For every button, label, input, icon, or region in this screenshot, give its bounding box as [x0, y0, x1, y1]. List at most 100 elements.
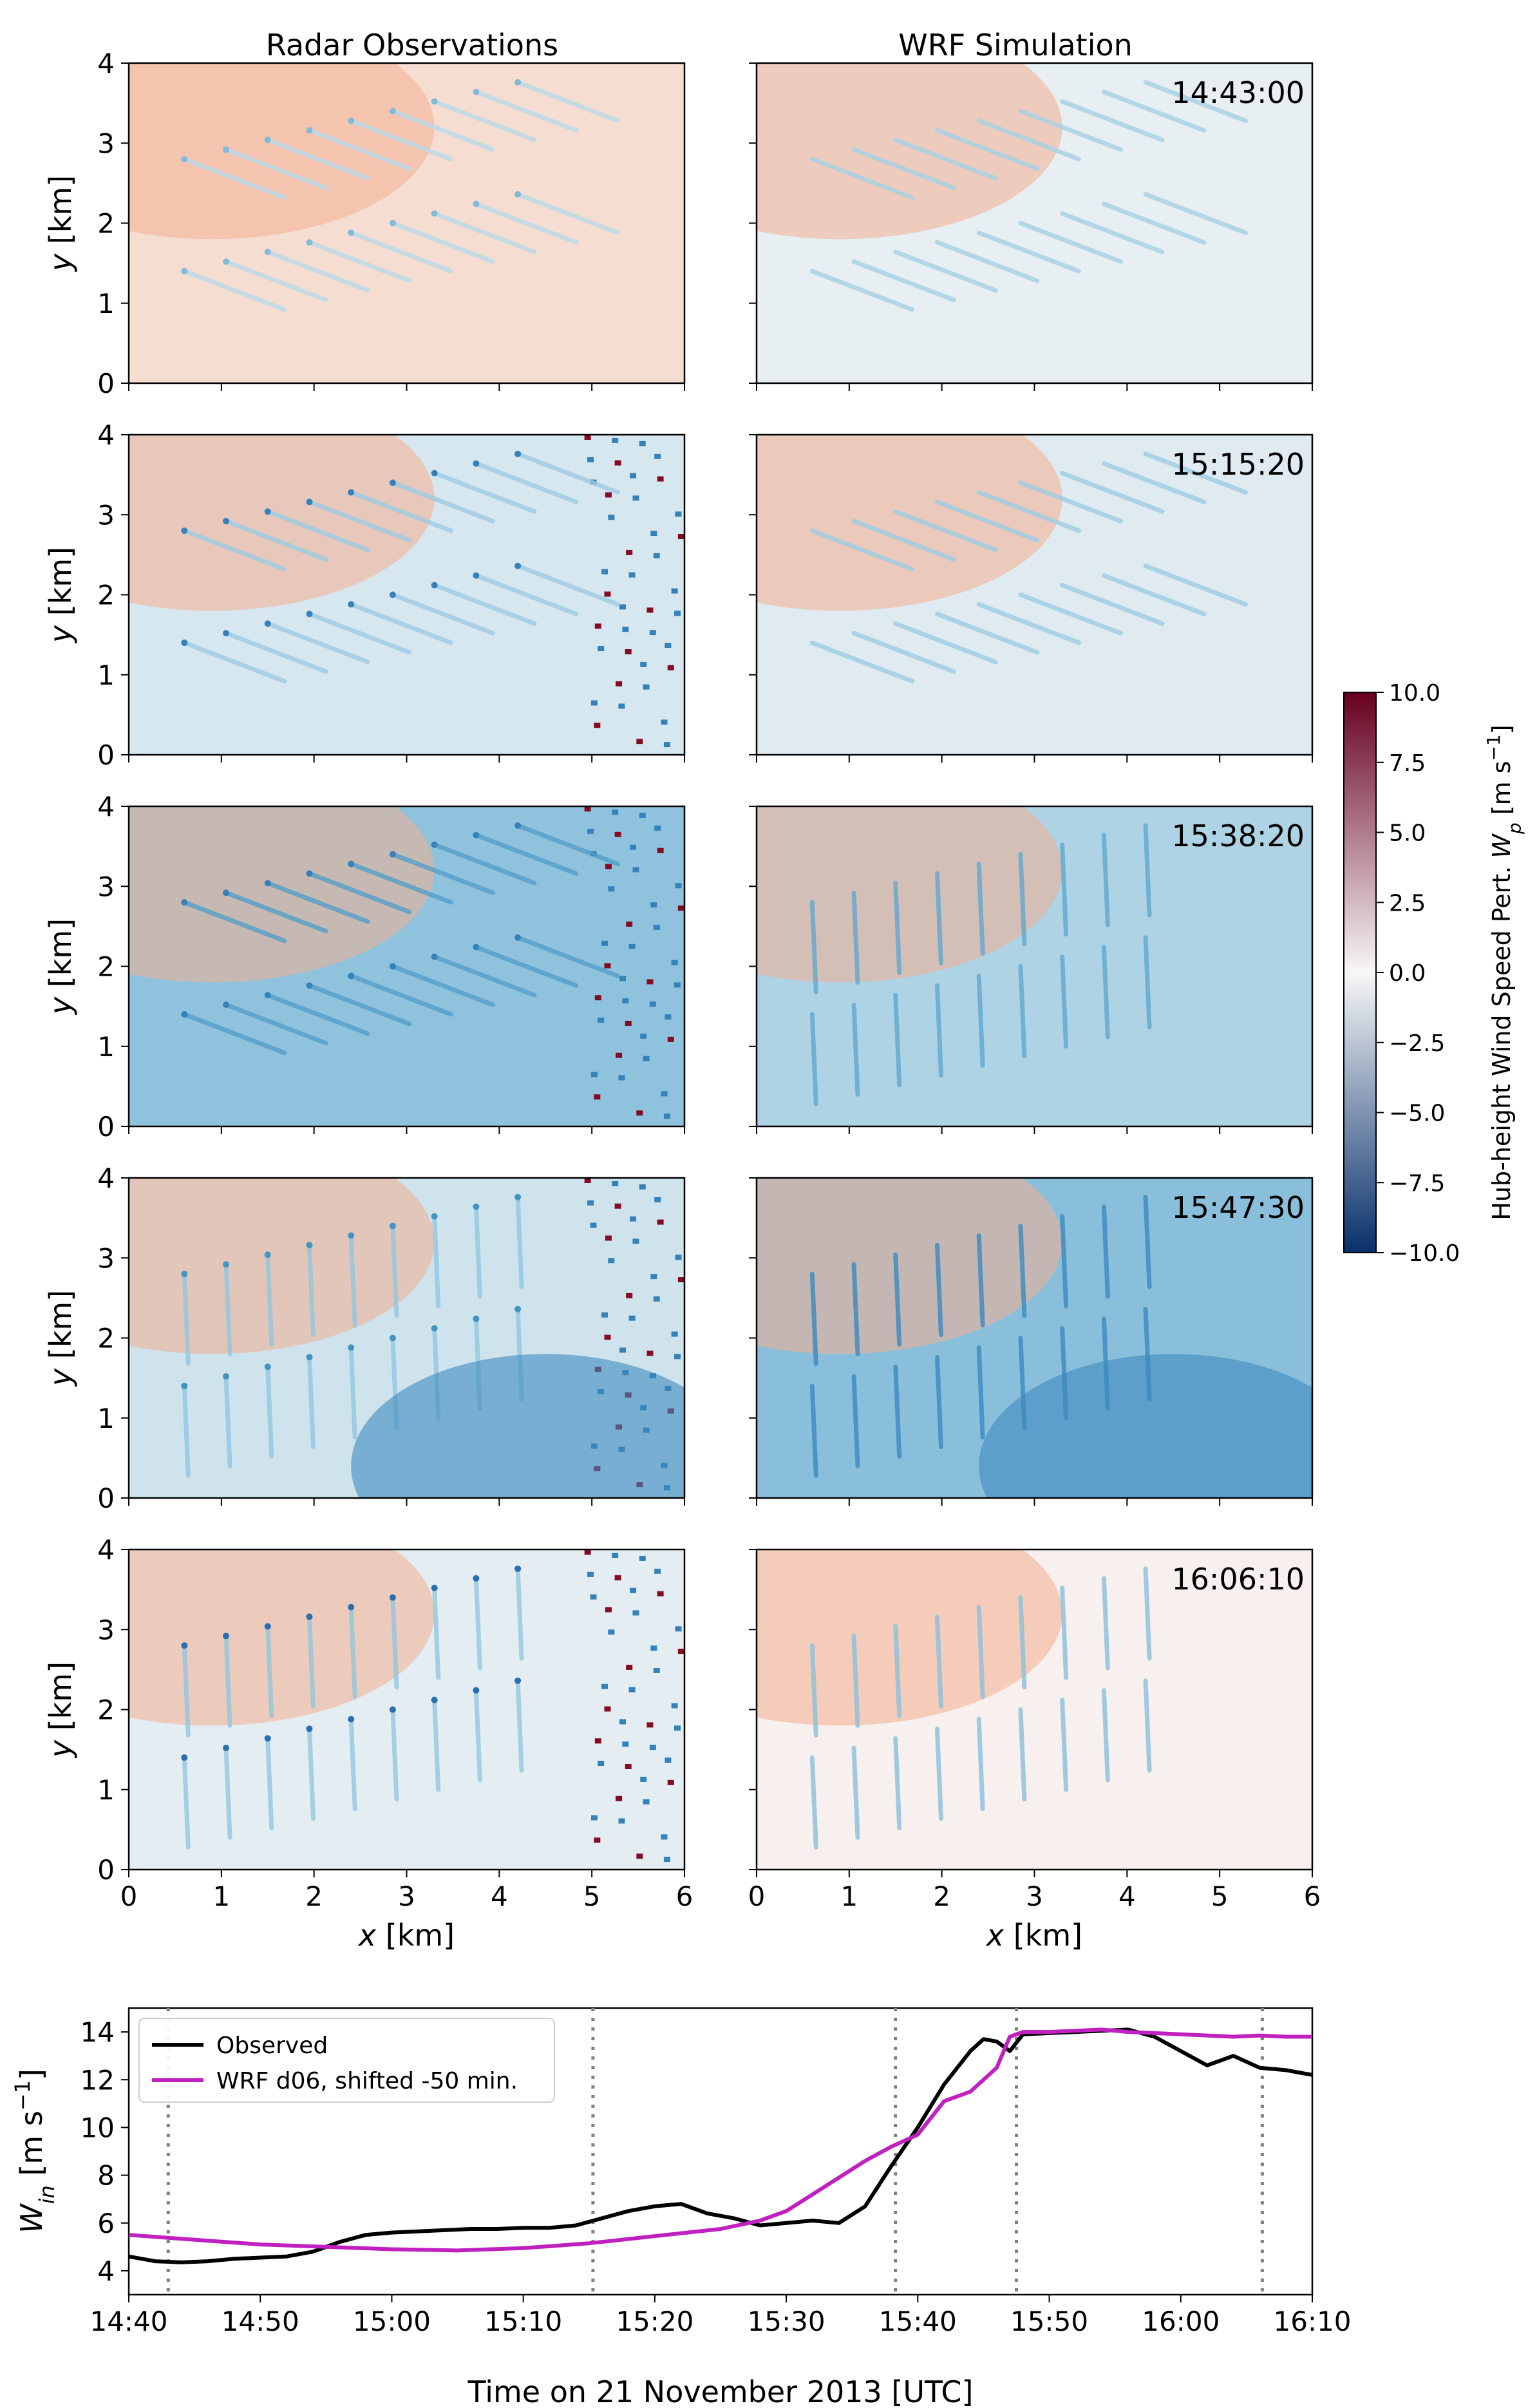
turbine-marker	[473, 460, 480, 467]
turbine-marker	[473, 1575, 480, 1582]
turbine-marker	[514, 191, 522, 198]
wake-streak	[893, 249, 998, 293]
time-x-tick-label: 15:30	[748, 2306, 825, 2337]
y-axis-label-unit: [km]	[43, 918, 78, 997]
noise-cell	[643, 684, 650, 690]
wake-streak	[934, 1614, 943, 1709]
turbine-marker	[389, 1594, 396, 1601]
turbine-marker	[389, 1334, 396, 1341]
wake-streak	[265, 621, 370, 665]
wake-streak	[473, 833, 579, 876]
noise-cell	[677, 534, 684, 540]
y-tick-label: 1	[97, 659, 115, 691]
turbine-marker	[306, 239, 313, 246]
turbine-marker	[223, 1261, 230, 1268]
warm-region	[129, 806, 435, 983]
wake-streak	[893, 1252, 902, 1347]
wake-streak	[1060, 1698, 1069, 1792]
noise-cell	[663, 742, 670, 748]
noise-cell	[605, 1235, 612, 1241]
noise-cell	[598, 646, 605, 652]
wake-streak	[851, 259, 956, 303]
wake-streak	[934, 1726, 943, 1821]
noise-cell	[643, 1799, 650, 1805]
wake-streak	[390, 109, 495, 152]
noise-cell	[650, 1645, 657, 1651]
time-x-ticks: 14:40 14:50 15:00 15:10 15:20 15:30 15:40 15:50…	[90, 2295, 1352, 2337]
noise-cell	[601, 940, 608, 946]
panel-time: 14:43:00	[1171, 75, 1305, 110]
wake-streak	[809, 1755, 818, 1850]
noise-cell	[604, 1706, 611, 1712]
wake-streak	[1101, 833, 1110, 927]
map-panel-wrf-3: 15:38:20	[749, 805, 1314, 1134]
noise-cell	[640, 661, 647, 667]
turbine-marker	[306, 498, 313, 506]
time-y-tick-label: 10	[80, 2112, 115, 2143]
y-tick-label: 1	[97, 1031, 115, 1063]
wake-streak	[306, 1354, 316, 1449]
noise-cell	[628, 1315, 636, 1321]
turbine-marker	[514, 1565, 522, 1572]
wake-streak	[1143, 935, 1152, 1030]
wake-streak	[809, 900, 818, 994]
noise-cell	[657, 476, 664, 482]
wake-streak	[1101, 202, 1207, 245]
wake-streak	[1143, 823, 1152, 918]
turbine-marker	[264, 249, 271, 256]
noise-cell	[632, 867, 639, 873]
noise-cell	[665, 1014, 672, 1020]
noise-cell	[654, 453, 661, 459]
y-axis-label: y [km]	[43, 918, 78, 1016]
turbine-marker	[348, 117, 355, 124]
turbine-marker	[264, 1363, 271, 1370]
wake-streak	[348, 118, 454, 162]
map-panel-wrf-2: 15:15:20	[749, 433, 1314, 763]
wake-streak	[1018, 593, 1123, 636]
colorbar-tick-label: −7.5	[1389, 1170, 1445, 1197]
turbine-marker	[473, 572, 480, 579]
noise-cell	[667, 1036, 674, 1042]
noise-cell	[650, 902, 657, 908]
wake-streak	[182, 900, 287, 943]
wake-streak	[223, 518, 328, 562]
x-tick-label: 5	[583, 1881, 601, 1912]
noise-cell	[616, 1796, 623, 1801]
wake-streak	[432, 842, 537, 886]
noise-cell	[587, 457, 594, 462]
wake-streak	[348, 1345, 357, 1440]
noise-cell	[657, 1219, 664, 1225]
time-y-label-unit: [m s	[14, 2110, 49, 2185]
x-axis-label: x [km]	[357, 1918, 455, 1953]
turbine-marker	[264, 1623, 271, 1630]
wake-streak	[265, 992, 370, 1036]
noise-cell	[608, 1629, 615, 1635]
wake-streak	[976, 118, 1082, 162]
wake-streak	[223, 1374, 232, 1468]
turbine-marker	[431, 1584, 438, 1591]
turbine-marker	[306, 1242, 313, 1249]
x-axis-label-var: x	[357, 1918, 377, 1953]
noise-cell	[614, 1575, 621, 1580]
noise-cell	[601, 569, 608, 574]
wake-streak	[934, 128, 1040, 171]
y-tick-label: 2	[97, 1323, 115, 1354]
wake-streak	[473, 1204, 482, 1299]
legend-box	[138, 2018, 555, 2103]
wake-streak	[976, 1604, 985, 1700]
wake-streak	[515, 1566, 524, 1661]
noise-cell	[619, 604, 626, 610]
turbine-marker	[264, 508, 271, 515]
turbine-marker	[181, 1271, 188, 1278]
map-panel-wrf-5: 0 1 2 3 4 5 6 16:06:10 x [km]	[748, 1548, 1321, 1953]
turbine-marker	[514, 822, 522, 829]
y-axis-label-var: y	[43, 1740, 78, 1759]
x-tick-label: 5	[1211, 1881, 1229, 1912]
noise-cell	[657, 1591, 664, 1597]
noise-cell	[598, 1018, 605, 1023]
noise-cell	[612, 809, 619, 815]
wake-streak	[851, 1745, 860, 1840]
panel-time: 16:06:10	[1171, 1562, 1305, 1597]
wake-streak	[223, 1633, 232, 1728]
wake-streak	[390, 480, 495, 524]
